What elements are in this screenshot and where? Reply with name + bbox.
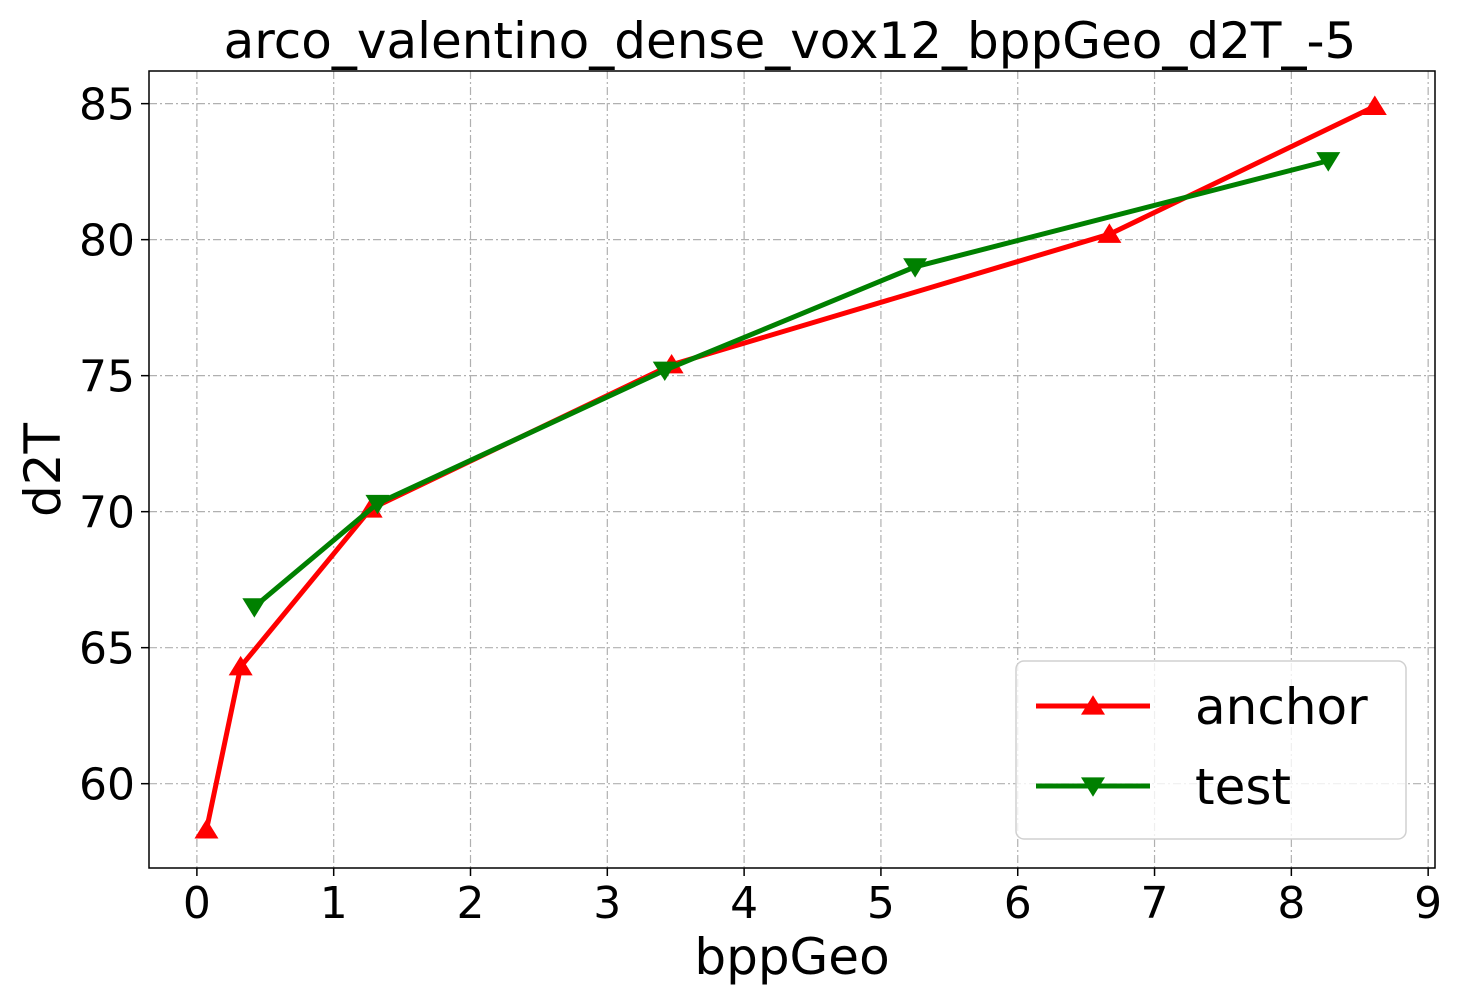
legend-label-test: test: [1195, 758, 1291, 816]
x-tick-label: 9: [1414, 878, 1442, 929]
data-point-anchor: [1362, 95, 1387, 116]
y-tick-label: 65: [79, 624, 135, 675]
x-axis-label: bppGeo: [694, 928, 889, 986]
x-tick-label: 0: [183, 878, 211, 929]
legend-marker-anchor: [1081, 695, 1105, 715]
series-line-test: [251, 158, 1331, 610]
y-tick-label: 60: [79, 760, 135, 811]
x-tick-label: 8: [1277, 878, 1305, 929]
series-layer: [194, 95, 1387, 839]
legend-label-anchor: anchor: [1195, 678, 1368, 736]
data-point-test: [903, 258, 928, 278]
data-point-test: [652, 361, 677, 382]
x-tick-label: 2: [457, 878, 485, 929]
axis-ticks: 0 1 2 3 4 5 6 7 8 9 60 65 70 75 80 85: [79, 80, 1442, 929]
y-tick-label: 80: [79, 216, 135, 267]
data-point-test: [1316, 152, 1341, 172]
x-tick-label: 7: [1141, 878, 1169, 929]
y-tick-label: 75: [79, 352, 135, 403]
chart-title: arco_valentino_dense_vox12_bppGeo_d2T_-5: [224, 12, 1357, 70]
data-point-anchor: [1097, 223, 1122, 243]
legend: anchor test: [1015, 660, 1407, 840]
x-tick-label: 5: [867, 878, 895, 929]
data-point-anchor: [194, 819, 219, 839]
y-tick-label: 85: [79, 80, 135, 131]
plot-area-frame: [148, 70, 1436, 869]
data-point-test: [242, 598, 267, 618]
y-axis-label: d2T: [14, 422, 72, 517]
series-test: [242, 152, 1341, 618]
x-tick-label: 3: [593, 878, 621, 929]
data-point-test: [365, 494, 390, 515]
legend-marker-test: [1081, 777, 1105, 797]
x-tick-label: 1: [320, 878, 348, 929]
x-tick-label: 4: [730, 878, 758, 929]
data-point-anchor: [228, 655, 253, 676]
x-tick-label: 6: [1004, 878, 1032, 929]
y-tick-label: 70: [79, 488, 135, 539]
